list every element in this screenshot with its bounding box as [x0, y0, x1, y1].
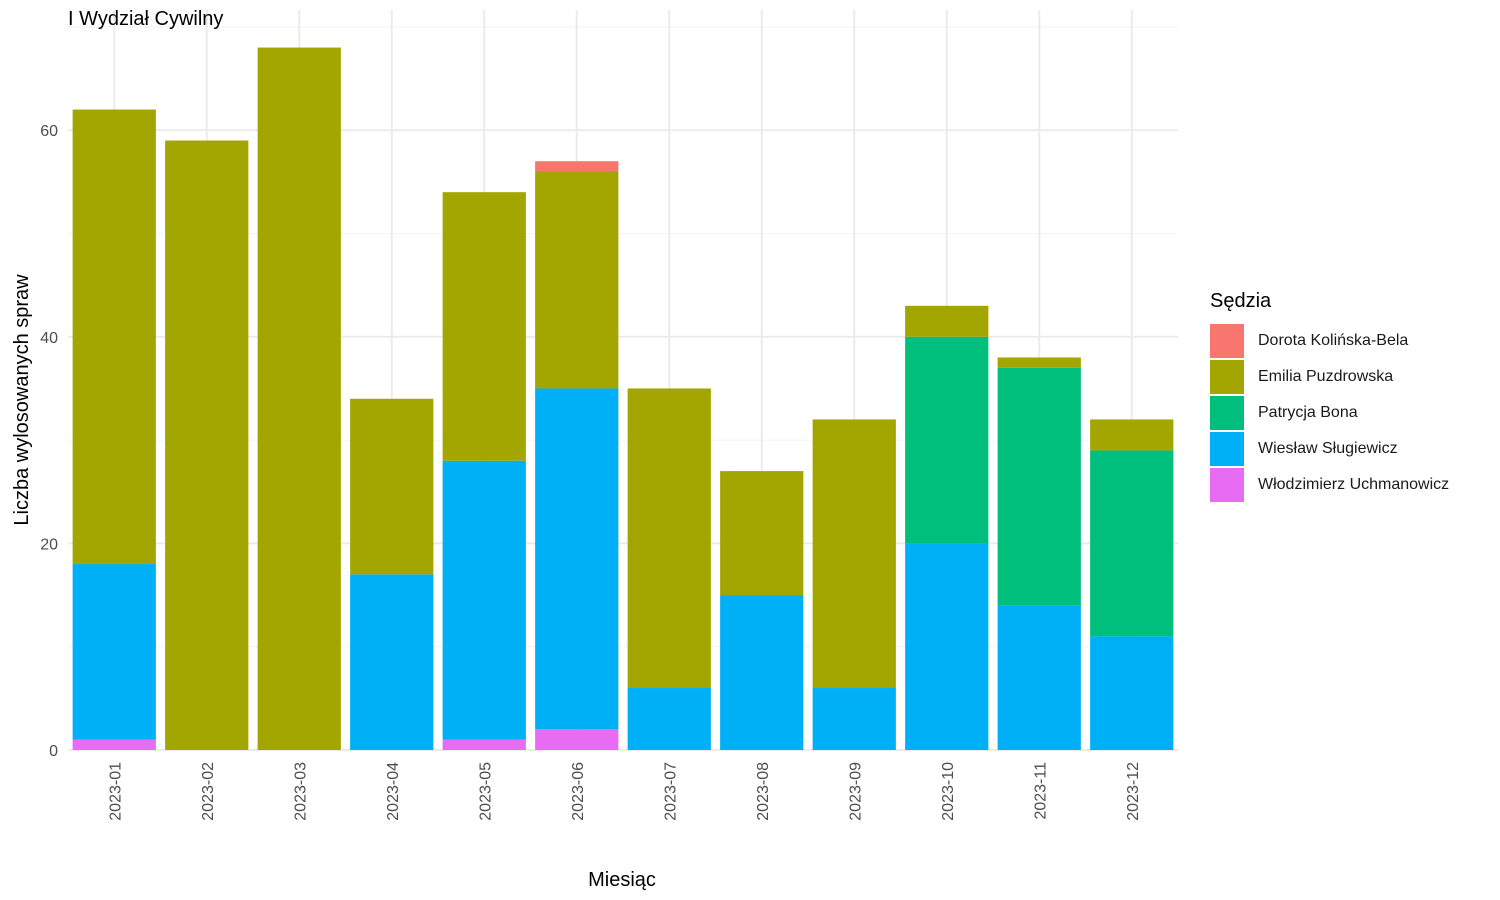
bar-segment: Emilia Puzdrowska: 17: [350, 398, 434, 575]
bar-segment: Emilia Puzdrowska: 44: [72, 109, 156, 565]
bar-segment: Wiesław Sługiewicz: 17: [72, 564, 156, 740]
legend-label: Włodzimierz Uchmanowicz: [1258, 476, 1450, 493]
bar-segment: Włodzimierz Uchmanowicz: 1: [442, 739, 526, 750]
bar-segment: Emilia Puzdrowska: 1: [997, 357, 1081, 368]
legend-label: Emilia Puzdrowska: [1258, 368, 1394, 385]
x-tick-label: 2023-02: [200, 762, 217, 821]
y-tick-label: 0: [49, 743, 58, 760]
legend: Sędzia Dorota Kolińska-Bela Emilia Puzdro…: [1210, 290, 1449, 503]
legend-label: Patrycja Bona: [1258, 404, 1358, 421]
bar-segment: Wiesław Sługiewicz: 33: [535, 388, 619, 730]
x-tick-label: 2023-09: [847, 762, 864, 821]
legend-key: [1210, 360, 1244, 394]
chart-title: I Wydział Cywilny: [68, 8, 224, 30]
bar-segment: Dorota Kolińska-Bela: 1: [535, 161, 619, 172]
bar-segment: Włodzimierz Uchmanowicz: 1: [72, 739, 156, 750]
legend-key: [1210, 468, 1244, 502]
bar-segment: Wiesław Sługiewicz: 20: [905, 543, 989, 750]
x-tick-label: 2023-08: [755, 762, 772, 821]
bars: Włodzimierz Uchmanowicz: 1Wiesław Sługie…: [72, 47, 1174, 751]
x-tick-label: 2023-07: [662, 762, 679, 821]
legend-label: Wiesław Sługiewicz: [1258, 440, 1398, 457]
bar-segment: Wiesław Sługiewicz: 17: [350, 574, 434, 750]
bar-segment: Emilia Puzdrowska: 3: [1090, 419, 1174, 451]
y-axis-label: Liczba wylosowanych spraw: [11, 274, 33, 526]
legend-key: [1210, 396, 1244, 430]
legend-item: Dorota Kolińska-Bela: [1210, 323, 1449, 359]
x-tick-label: 2023-06: [570, 762, 587, 821]
y-axis-ticks: 0 20 40 60: [40, 123, 58, 760]
bar-segment: Emilia Puzdrowska: 3: [905, 305, 989, 337]
x-tick-label: 2023-05: [477, 762, 494, 821]
x-tick-label: 2023-01: [107, 762, 124, 821]
bar-segment: Patrycja Bona: 23: [997, 367, 1081, 606]
bar-segment: Emilia Puzdrowska: 21: [535, 171, 619, 389]
legend-title: Sędzia: [1210, 290, 1272, 312]
legend-item: Wiesław Sługiewicz: [1210, 431, 1449, 467]
legend-item: Emilia Puzdrowska: [1210, 359, 1449, 395]
x-tick-label: 2023-12: [1125, 762, 1142, 821]
legend-item: Włodzimierz Uchmanowicz: [1210, 467, 1449, 503]
y-tick-label: 20: [40, 536, 58, 553]
bar-segment: Wiesław Sługiewicz: 14: [997, 605, 1081, 750]
x-tick-label: 2023-04: [385, 762, 402, 821]
y-tick-label: 40: [40, 330, 58, 347]
bar-segment: Emilia Puzdrowska: 59: [165, 140, 249, 750]
x-axis-ticks: 2023-01 2023-02 2023-03 2023-04 2023-05 2023-…: [107, 762, 1142, 821]
y-tick-label: 60: [40, 123, 58, 140]
x-tick-label: 2023-03: [292, 762, 309, 821]
legend-key: [1210, 432, 1244, 466]
x-axis-label: Miesiąc: [588, 869, 656, 891]
x-tick-label: 2023-10: [940, 762, 957, 821]
bar-segment: Emilia Puzdrowska: 68: [257, 47, 341, 751]
legend-item: Patrycja Bona: [1210, 395, 1449, 431]
bar-segment: Wiesław Sługiewicz: 11: [1090, 636, 1174, 750]
bar-segment: Patrycja Bona: 20: [905, 336, 989, 544]
x-tick-label: 2023-11: [1032, 762, 1049, 820]
legend-key: [1210, 324, 1244, 358]
bar-segment: Patrycja Bona: 18: [1090, 450, 1174, 637]
bar-segment: Emilia Puzdrowska: 12: [720, 471, 804, 596]
bar-segment: Wiesław Sługiewicz: 15: [720, 595, 804, 750]
bar-segment: Emilia Puzdrowska: 26: [812, 419, 896, 689]
bar-segment: Emilia Puzdrowska: 26: [442, 192, 526, 461]
bar-segment: Emilia Puzdrowska: 29: [627, 388, 711, 689]
bar-segment: Wiesław Sługiewicz: 27: [442, 460, 526, 740]
bar-segment: Wiesław Sługiewicz: 6: [812, 688, 896, 750]
legend-label: Dorota Kolińska-Bela: [1258, 332, 1409, 349]
bar-segment: Wiesław Sługiewicz: 6: [627, 688, 711, 750]
bar-segment: Włodzimierz Uchmanowicz: 2: [535, 729, 619, 750]
